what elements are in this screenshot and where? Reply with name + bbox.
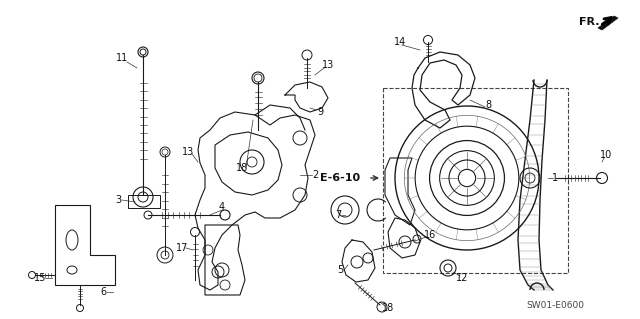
Text: 9: 9 — [317, 107, 323, 117]
Text: 7: 7 — [335, 210, 341, 220]
Text: 6: 6 — [100, 287, 106, 297]
Text: 16: 16 — [424, 230, 436, 240]
Text: 8: 8 — [485, 100, 491, 110]
Text: 1: 1 — [552, 173, 558, 183]
Polygon shape — [598, 16, 618, 30]
Text: 12: 12 — [456, 273, 468, 283]
Text: 2: 2 — [312, 170, 318, 180]
Text: 11: 11 — [116, 53, 128, 63]
Text: 15: 15 — [34, 273, 46, 283]
Text: SW01-E0600: SW01-E0600 — [526, 300, 584, 309]
Text: 10: 10 — [600, 150, 612, 160]
Text: 5: 5 — [337, 265, 343, 275]
Text: 18: 18 — [382, 303, 394, 313]
Text: 4: 4 — [219, 202, 225, 212]
Text: 17: 17 — [176, 243, 188, 253]
Text: FR.: FR. — [579, 17, 599, 27]
Text: 3: 3 — [115, 195, 121, 205]
Text: 18: 18 — [236, 163, 248, 173]
Text: 14: 14 — [394, 37, 406, 47]
Text: 13: 13 — [322, 60, 334, 70]
Text: 13: 13 — [182, 147, 194, 157]
Text: E-6-10: E-6-10 — [320, 173, 360, 183]
